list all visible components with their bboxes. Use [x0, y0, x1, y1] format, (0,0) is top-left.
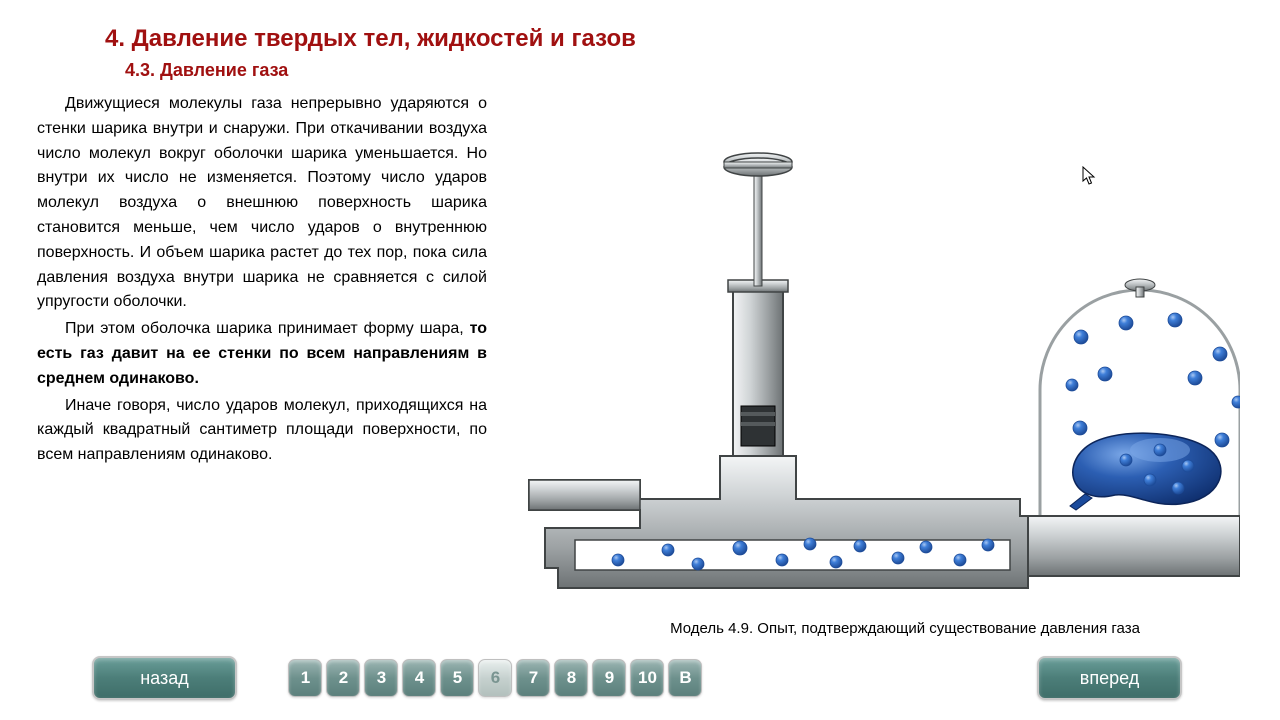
- molecule: [733, 541, 747, 555]
- molecule: [892, 552, 904, 564]
- molecule: [804, 538, 816, 550]
- molecule: [662, 544, 674, 556]
- forward-button[interactable]: вперед: [1037, 656, 1182, 700]
- jar-base-plate: [1028, 516, 1240, 576]
- cursor-icon: [1082, 166, 1098, 186]
- pager: 12345678910В: [288, 656, 706, 697]
- molecule: [776, 554, 788, 566]
- pager-button-2[interactable]: 2: [326, 659, 360, 697]
- body-text: Движущиеся молекулы газа непрерывно удар…: [37, 92, 487, 470]
- figure-caption: Модель 4.9. Опыт, подтверждающий существ…: [560, 620, 1250, 637]
- molecule: [1215, 433, 1229, 447]
- pager-button-10[interactable]: 10: [630, 659, 664, 697]
- molecule: [1188, 371, 1202, 385]
- molecule: [1168, 313, 1182, 327]
- pager-button-1[interactable]: 1: [288, 659, 322, 697]
- piston-ring: [741, 412, 775, 416]
- paragraph-3: Иначе говоря, число ударов молекул, прих…: [37, 394, 487, 468]
- molecule: [1182, 460, 1194, 472]
- pager-button-4[interactable]: 4: [402, 659, 436, 697]
- molecule: [1232, 396, 1240, 408]
- pump-base-cavity: [575, 540, 1010, 570]
- pager-button-8[interactable]: 8: [554, 659, 588, 697]
- pump-rod: [754, 170, 762, 286]
- paragraph-2: При этом оболочка шарика принимает форму…: [37, 317, 487, 391]
- back-button[interactable]: назад: [92, 656, 237, 700]
- molecule: [854, 540, 866, 552]
- molecule: [1172, 482, 1184, 494]
- pager-button-3[interactable]: 3: [364, 659, 398, 697]
- pager-button-6[interactable]: 6: [478, 659, 512, 697]
- molecule: [954, 554, 966, 566]
- molecule: [920, 541, 932, 553]
- nav-bar: назад 12345678910В вперед: [92, 656, 1182, 700]
- molecule: [1144, 474, 1156, 486]
- pump-handle-side: [724, 162, 792, 168]
- molecule: [1098, 367, 1112, 381]
- chapter-title: 4. Давление твердых тел, жидкостей и газ…: [105, 25, 636, 53]
- molecule: [1073, 421, 1087, 435]
- balloon-neck: [1070, 494, 1092, 510]
- molecule: [1154, 444, 1166, 456]
- molecule: [1066, 379, 1078, 391]
- molecule: [612, 554, 624, 566]
- molecule: [1120, 454, 1132, 466]
- molecule: [1119, 316, 1133, 330]
- pager-button-9[interactable]: 9: [592, 659, 626, 697]
- outlet-fitting: [529, 480, 640, 510]
- pager-button-5[interactable]: 5: [440, 659, 474, 697]
- paragraph-2a: При этом оболочка шарика принимает форму…: [65, 320, 470, 337]
- experiment-diagram: [520, 140, 1240, 610]
- pager-button-В[interactable]: В: [668, 659, 702, 697]
- section-title: 4.3. Давление газа: [125, 60, 288, 81]
- bell-jar-knob-stem: [1136, 287, 1144, 297]
- pager-button-7[interactable]: 7: [516, 659, 550, 697]
- molecule: [830, 556, 842, 568]
- molecules-outside-balloon: [1066, 313, 1240, 447]
- molecule: [1213, 347, 1227, 361]
- page-root: 4. Давление твердых тел, жидкостей и газ…: [0, 0, 1280, 720]
- molecule: [1074, 330, 1088, 344]
- piston-ring: [741, 422, 775, 426]
- molecule: [982, 539, 994, 551]
- molecule: [692, 558, 704, 570]
- paragraph-1: Движущиеся молекулы газа непрерывно удар…: [37, 92, 487, 315]
